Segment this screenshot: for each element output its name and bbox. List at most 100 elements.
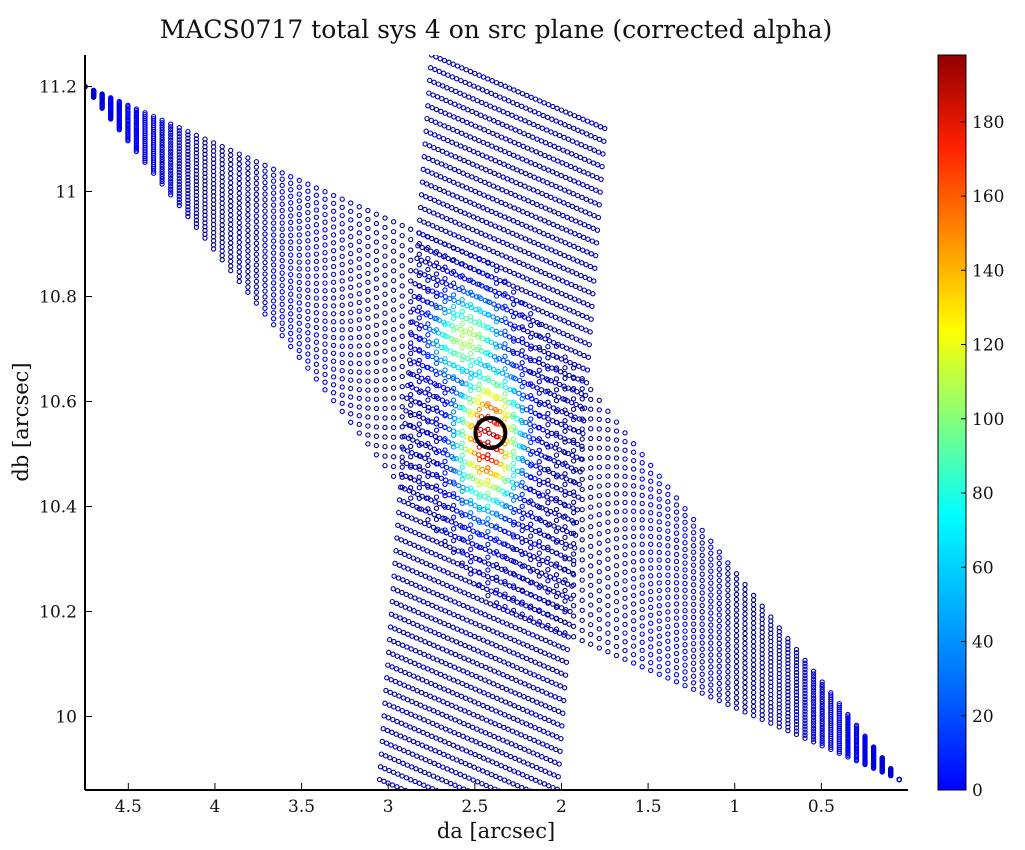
- scatter-point: [453, 88, 459, 95]
- scatter-point: [699, 690, 705, 696]
- scatter-point: [417, 702, 424, 708]
- scatter-point: [506, 334, 513, 340]
- scatter-point: [553, 387, 560, 393]
- scatter-point: [422, 520, 428, 527]
- scatter-point: [424, 181, 430, 187]
- scatter-point: [159, 164, 165, 170]
- scatter-point: [564, 581, 571, 587]
- scatter-point: [888, 766, 894, 772]
- scatter-point: [630, 491, 637, 497]
- scatter-point: [305, 266, 311, 272]
- scatter-point: [509, 112, 515, 118]
- scatter-point: [469, 292, 475, 298]
- scatter-point: [429, 419, 435, 425]
- scatter-point: [557, 748, 563, 754]
- scatter-point: [699, 540, 705, 546]
- scatter-point: [551, 641, 558, 647]
- scatter-point: [525, 263, 531, 269]
- scatter-point: [517, 679, 524, 685]
- scatter-point: [472, 188, 478, 195]
- scatter-point: [433, 237, 439, 243]
- scatter-point: [253, 202, 260, 208]
- scatter-point: [507, 635, 513, 642]
- scatter-point: [296, 273, 302, 279]
- scatter-point: [451, 415, 458, 422]
- scatter-point: [759, 625, 765, 631]
- scatter-point: [504, 123, 510, 129]
- scatter-point: [759, 642, 765, 649]
- scatter-point: [262, 168, 268, 174]
- scatter-point: [496, 670, 502, 676]
- scatter-point: [503, 568, 509, 574]
- scatter-point: [545, 421, 551, 428]
- scatter-point: [502, 478, 508, 485]
- scatter-point: [482, 730, 489, 736]
- scatter-point: [279, 307, 285, 314]
- scatter-point: [469, 475, 476, 482]
- scatter-point: [493, 459, 499, 465]
- scatter-point: [399, 353, 405, 360]
- scatter-point: [750, 699, 757, 705]
- scatter-point: [373, 294, 380, 301]
- scatter-point: [682, 594, 688, 600]
- scatter-point: [159, 122, 165, 128]
- scatter-point: [573, 401, 579, 408]
- scatter-point: [439, 593, 445, 599]
- scatter-point: [510, 448, 517, 454]
- scatter-point: [605, 621, 611, 627]
- scatter-point: [819, 681, 825, 688]
- scatter-point: [373, 424, 380, 430]
- scatter-point: [228, 198, 234, 204]
- scatter-point: [506, 281, 512, 287]
- scatter-point: [511, 768, 517, 774]
- scatter-point: [438, 292, 444, 298]
- scatter-point: [474, 530, 481, 536]
- scatter-point: [555, 656, 561, 662]
- scatter-point: [489, 510, 496, 516]
- scatter-point: [389, 664, 395, 670]
- scatter-point: [491, 733, 497, 740]
- scatter-point: [515, 586, 521, 593]
- scatter-point: [279, 282, 285, 289]
- scatter-point: [481, 493, 488, 500]
- scatter-point: [399, 243, 405, 249]
- scatter-point: [750, 601, 757, 608]
- scatter-point: [193, 164, 200, 170]
- scatter-point: [519, 784, 525, 790]
- scatter-point: [463, 748, 470, 754]
- scatter-point: [536, 359, 542, 366]
- scatter-point: [421, 796, 425, 800]
- scatter-point: [288, 304, 294, 310]
- scatter-point: [262, 162, 268, 169]
- scatter-point: [596, 578, 602, 584]
- scatter-point: [665, 623, 671, 630]
- scatter-point: [470, 279, 476, 285]
- scatter-point: [431, 393, 437, 400]
- scatter-point: [536, 805, 540, 809]
- scatter-point: [253, 240, 260, 246]
- scatter-point: [159, 176, 165, 182]
- scatter-point: [407, 658, 413, 665]
- scatter-point: [533, 646, 539, 653]
- scatter-point: [665, 521, 671, 527]
- scatter-point: [511, 205, 517, 211]
- scatter-point: [716, 612, 722, 618]
- scatter-point: [523, 603, 529, 609]
- scatter-point: [690, 621, 697, 627]
- scatter-point: [493, 524, 499, 531]
- scatter-point: [382, 262, 388, 269]
- scatter-point: [415, 491, 421, 498]
- scatter-point: [733, 591, 740, 598]
- scatter-point: [433, 421, 439, 427]
- scatter-point: [193, 221, 200, 227]
- scatter-point: [524, 773, 530, 780]
- scatter-point: [491, 550, 497, 556]
- scatter-point: [406, 422, 413, 429]
- scatter-point: [508, 190, 514, 197]
- scatter-point: [481, 559, 488, 565]
- scatter-point: [585, 289, 592, 295]
- scatter-point: [759, 620, 765, 627]
- scatter-point: [469, 671, 475, 678]
- scatter-point: [639, 468, 645, 474]
- scatter-point: [193, 224, 200, 230]
